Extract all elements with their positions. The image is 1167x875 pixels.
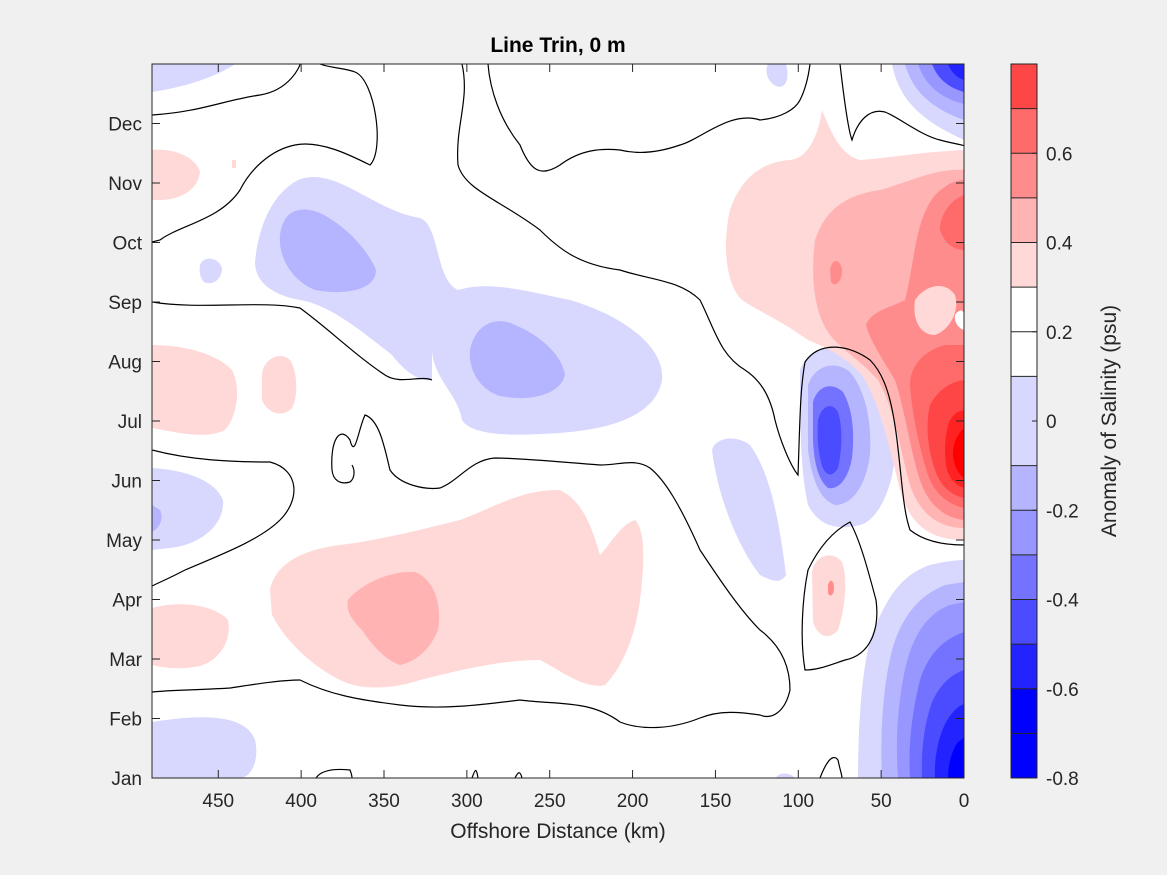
contour-fill-neg-coast-bottom-7 [948,738,964,778]
contour-fill-pos-nov-left [152,149,200,200]
colorbar-tick-label: -0.8 [1046,769,1079,790]
colorbar-tick-label: 0.6 [1046,144,1072,165]
contour-fill-neg-jun-left [152,468,224,550]
colorbar-label: Anomaly of Salinity (psu) [1098,305,1121,537]
y-tick-label: Dec [108,115,142,136]
x-tick-label: 150 [700,791,732,812]
contour-fill-pos-oct-small [830,261,842,285]
x-tick-label: 200 [617,791,649,812]
x-tick-label: 300 [451,791,483,812]
contour-fill-pos-apr-small [812,555,846,637]
y-tick-label: Sep [108,293,142,314]
colorbar: -0.8 -0.6 -0.4 -0.2 0 0.2 0.4 0.6 [1010,63,1079,790]
colorbar-tick-label: 0.2 [1046,323,1072,344]
x-tick-label: 350 [368,791,400,812]
contour-fill-pos-sep-white-2 [954,310,964,330]
colorbar-segment [1011,153,1037,198]
colorbar-segment [1011,287,1037,332]
y-tick-label: Jun [111,472,142,493]
colorbar-tick-label: -0.2 [1046,501,1079,522]
zero-contour-line [315,768,353,778]
x-tick-label: 250 [534,791,566,812]
y-tick-label: Aug [108,353,142,374]
contour-fill-pos-apr-left [152,604,229,669]
contour-fill-neg-jan-left [152,717,257,778]
contour-fill-pos-aug-left [152,345,238,435]
colorbar-segment [1011,64,1037,109]
y-tick-label: May [106,531,142,552]
y-tick-label: Jul [118,412,142,433]
contour-fill-pos-apr-core [347,571,440,665]
y-tick-label: Jan [111,769,142,790]
zero-contour-line [331,464,355,484]
zero-contour-line [819,757,843,778]
colorbar-segment [1011,242,1037,288]
contour-fill-neg-top-left [152,64,235,92]
x-tick-label: 50 [871,791,892,812]
x-tick-label: 450 [202,791,234,812]
colorbar-segment [1011,644,1037,689]
chart-title: Line Trin, 0 m [490,34,625,57]
colorbar-segment [1011,465,1037,511]
zero-contour-line [801,521,878,671]
y-tick-label: Apr [112,591,142,612]
contour-fill-neg-top-small [766,64,788,87]
colorbar-tick-label: -0.4 [1046,591,1079,612]
zero-contour-line [152,64,378,243]
colorbar-tick-label: 0 [1046,412,1057,433]
contour-fill-neg-bottom-small [776,773,795,778]
colorbar-tick-label: 0.4 [1046,234,1073,255]
y-tick-label: Mar [109,650,142,671]
colorbar-segment [1011,554,1037,600]
zero-contours [152,64,964,778]
zero-contour-line [487,64,811,172]
contour-fill-neg-jun-strip [712,438,786,581]
y-tick-label: Feb [109,710,142,731]
colorbar-segment [1011,331,1037,377]
zero-contour-line [152,301,433,381]
contour-fill-pos-coast-7 [953,428,964,478]
zero-contour-line [152,414,791,729]
contour-fill-neg-jul-4 [817,406,842,475]
colorbar-segment [1011,197,1037,243]
plot-area [151,63,965,779]
zero-contour-line [514,772,523,778]
contour-fill-pos-nov-dot [232,160,236,168]
colorbar-segment [1011,733,1037,778]
contour-fill-neg-sep-small [199,258,222,284]
contour-fills [152,64,964,778]
zero-contour-line [839,64,964,147]
zero-contour-line [456,64,964,546]
contour-fill-neg-oct-core [279,209,376,293]
contour-fill-pos-apr [270,490,644,688]
contour-fill-neg-may-left-core [152,505,162,532]
colorbar-tick-label: -0.6 [1046,680,1079,701]
colorbar-segment [1011,108,1037,154]
x-tick-label: 400 [285,791,317,812]
y-tick-label: Oct [112,234,142,255]
x-axis-label: Offshore Distance (km) [450,820,666,843]
zero-contour-line [471,769,479,778]
colorbar-segment [1011,688,1037,734]
contour-fill-pos-sep-white [914,285,957,335]
y-tick-label: Nov [108,174,142,195]
contour-fill-neg-aug-core [469,321,565,399]
contour-fill-pos-apr-small-core [828,580,834,596]
zero-contour-line [152,64,301,116]
colorbar-segment [1011,599,1037,645]
x-tick-label: 0 [959,791,970,812]
colorbar-segment [1011,510,1037,555]
contour-fill-pos-aug-small [262,355,297,414]
contour-fill-neg-coast-top-5 [948,64,964,80]
x-tick-label: 100 [782,791,814,812]
x-axis: 450 400 350 300 250 200 150 100 50 0 [202,64,969,812]
y-axis: Jan Feb Mar Apr May Jun Jul Aug Sep Oct Nov Dec [106,115,964,790]
zero-contour-line [152,449,295,587]
